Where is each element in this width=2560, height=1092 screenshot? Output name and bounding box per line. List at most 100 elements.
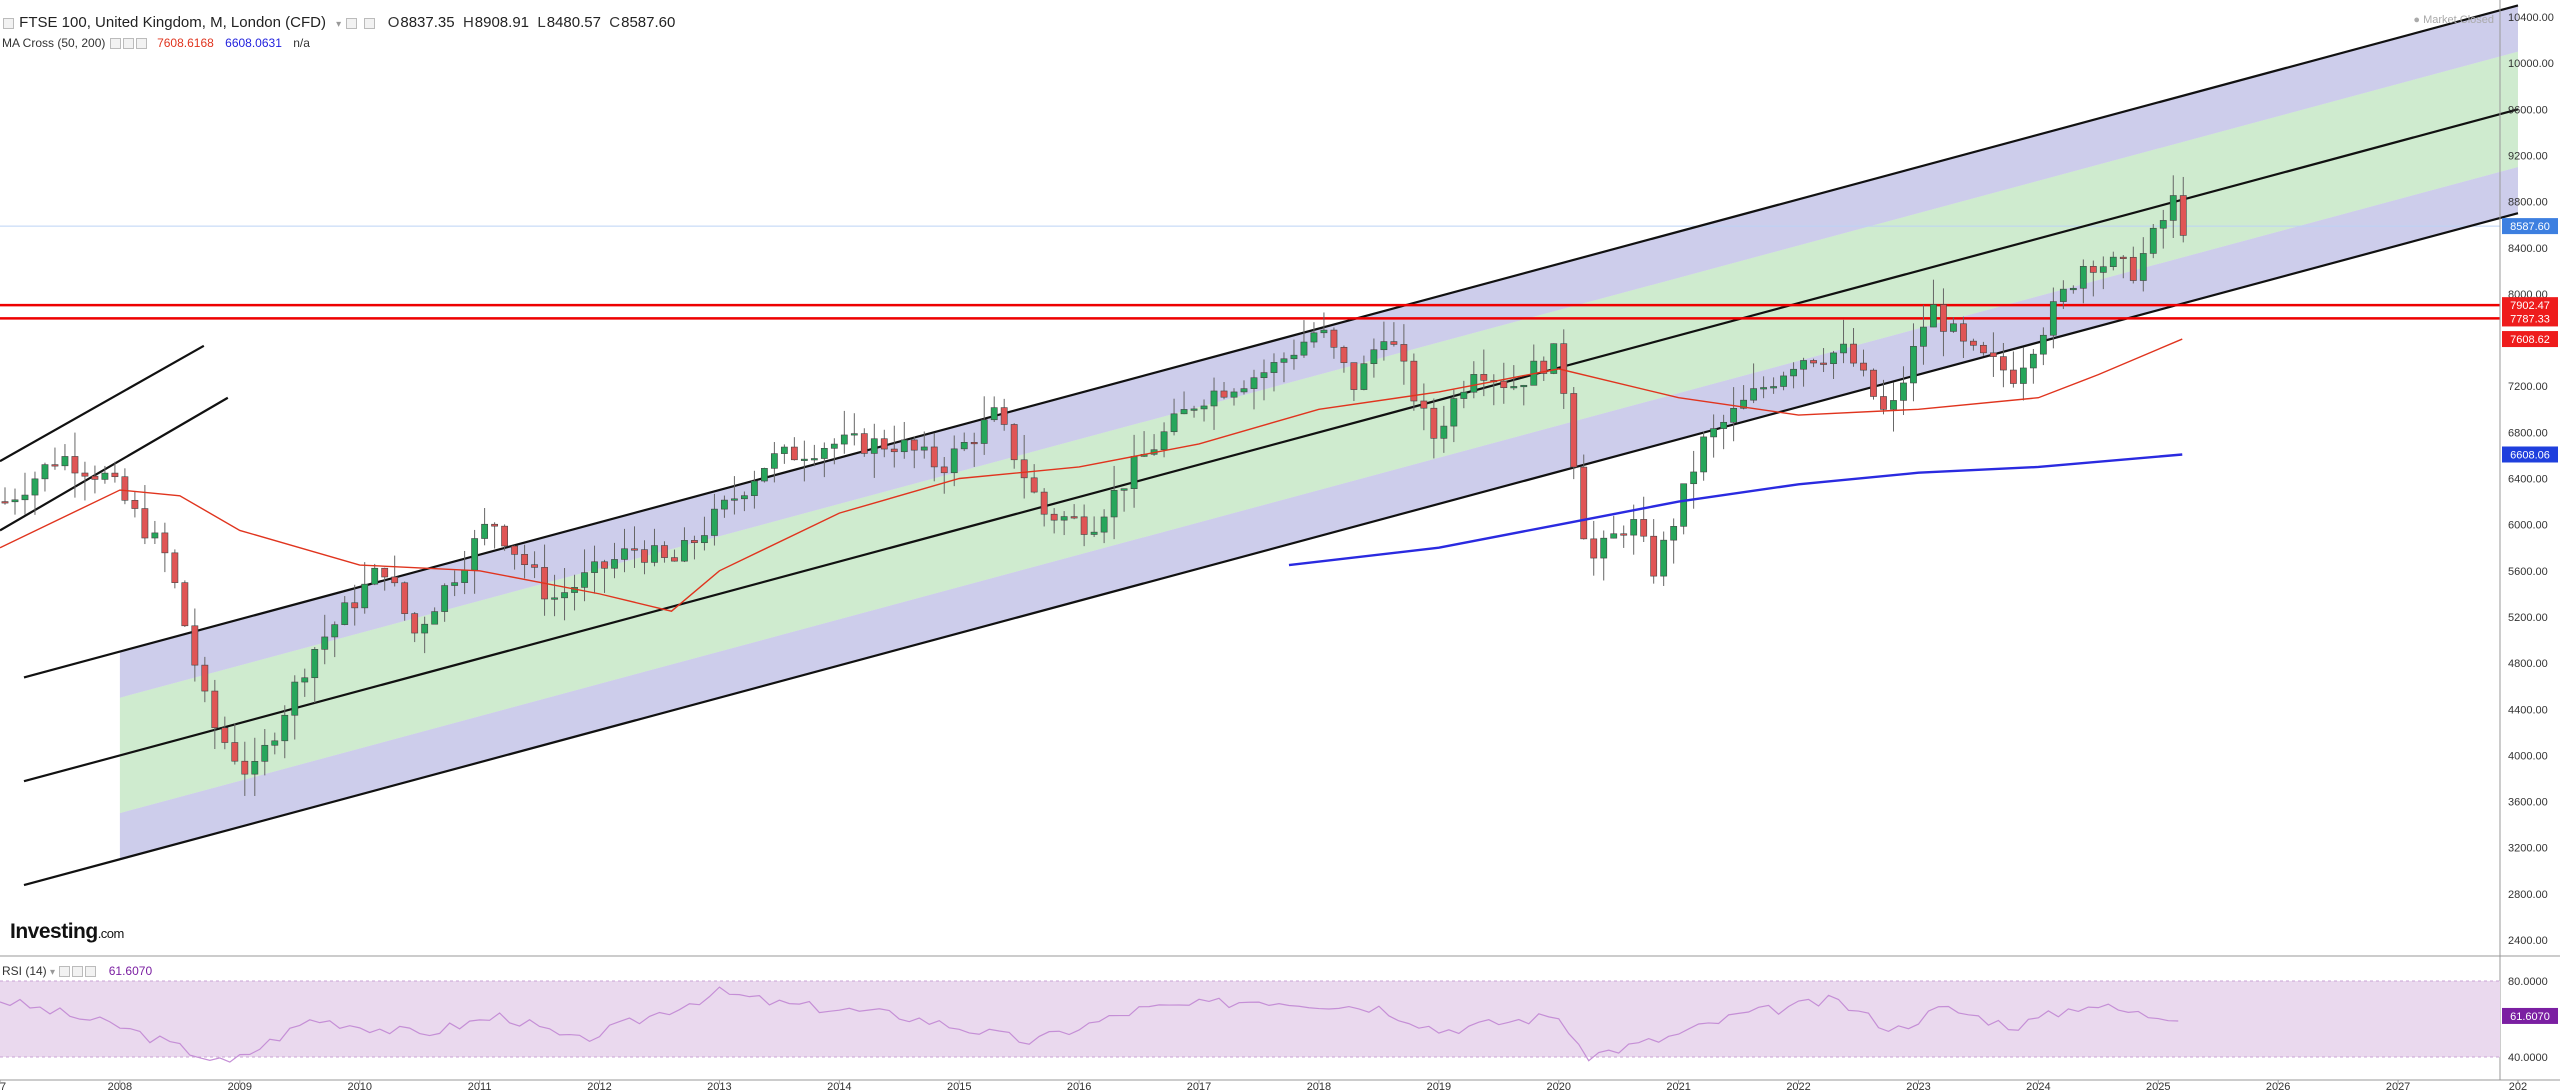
x-tick-label: 2023 bbox=[1906, 1081, 1930, 1092]
candle-up bbox=[1550, 343, 1558, 374]
candle-down bbox=[131, 499, 139, 509]
candle-up bbox=[2099, 266, 2107, 273]
candle-up bbox=[760, 468, 768, 482]
y-tick-label: 8400.00 bbox=[2508, 243, 2548, 255]
candle-up bbox=[1750, 388, 1757, 401]
close-icon[interactable] bbox=[363, 17, 375, 29]
candle-up bbox=[1730, 408, 1738, 423]
candle-up bbox=[1780, 375, 1787, 387]
candle-up bbox=[1060, 516, 1068, 521]
x-tick-label: 2015 bbox=[947, 1081, 971, 1092]
rsi-legend: RSI (14) ▾ 61.6070 bbox=[2, 964, 152, 978]
candle-down bbox=[1820, 362, 1827, 365]
close-icon[interactable] bbox=[85, 966, 97, 978]
candle-down bbox=[1580, 466, 1588, 540]
candle-down bbox=[1350, 362, 1358, 390]
visibility-icon[interactable] bbox=[109, 38, 121, 50]
candle-up bbox=[551, 597, 558, 600]
x-tick-label: 2020 bbox=[1547, 1081, 1571, 1092]
rsi-value-badge-label: 61.6070 bbox=[2510, 1011, 2550, 1023]
candle-down bbox=[2179, 195, 2187, 236]
candle-down bbox=[1870, 369, 1877, 397]
close-value: 8587.60 bbox=[621, 14, 676, 31]
candle-up bbox=[1090, 531, 1098, 535]
candle-up bbox=[2049, 301, 2057, 336]
candle-up bbox=[1360, 363, 1368, 390]
settings-icon[interactable] bbox=[122, 38, 134, 50]
low-value: 8480.57 bbox=[546, 14, 601, 31]
high-value: 8908.91 bbox=[474, 14, 530, 31]
x-tick-label: 2027 bbox=[2386, 1081, 2410, 1092]
chevron-down-icon[interactable]: ▾ bbox=[50, 967, 56, 978]
x-tick-label: 2014 bbox=[827, 1081, 851, 1092]
y-tick-label: 3200.00 bbox=[2508, 843, 2548, 855]
ma-legend: MA Cross (50, 200) 7608.6168 6608.0631 n… bbox=[2, 36, 310, 50]
candle-up bbox=[271, 740, 279, 746]
candle-down bbox=[1960, 323, 1967, 342]
candle-down bbox=[1500, 380, 1508, 389]
channel-upper-line bbox=[23, 4, 2519, 679]
x-tick-label: 2024 bbox=[2026, 1081, 2050, 1092]
candle-up bbox=[1270, 362, 1278, 373]
candle-up bbox=[2019, 367, 2027, 384]
candle-down bbox=[1620, 533, 1628, 536]
candle-down bbox=[231, 742, 239, 762]
collapse-icon[interactable] bbox=[3, 17, 14, 29]
candle-down bbox=[2009, 369, 2017, 384]
candle-down bbox=[191, 625, 199, 666]
x-tick-label: 2017 bbox=[1187, 1081, 1211, 1092]
candle-up bbox=[1710, 428, 1718, 438]
candle-up bbox=[1470, 374, 1478, 393]
settings-icon[interactable] bbox=[72, 966, 84, 978]
x-tick-label: 2022 bbox=[1786, 1081, 1810, 1092]
candle-up bbox=[1300, 341, 1308, 356]
candle-up bbox=[960, 442, 968, 450]
price-badge bbox=[2502, 331, 2558, 348]
price-badge bbox=[2502, 297, 2558, 314]
candle-down bbox=[1590, 538, 1598, 559]
rsi-axis-label: 40.0000 bbox=[2508, 1052, 2548, 1064]
candle-up bbox=[800, 458, 808, 461]
candle-down bbox=[141, 508, 149, 539]
candle-up bbox=[2059, 288, 2067, 302]
y-tick-label: 8800.00 bbox=[2508, 197, 2548, 209]
ohlc-values: O8837.35 H8908.91 L8480.57 C8587.60 bbox=[387, 14, 676, 31]
candle-up bbox=[1660, 539, 1668, 577]
candle-up bbox=[1380, 341, 1388, 351]
candle-up bbox=[101, 472, 109, 480]
candle-up bbox=[1120, 488, 1128, 491]
x-tick-label: 2018 bbox=[1307, 1081, 1331, 1092]
candle-up bbox=[471, 538, 479, 571]
candle-down bbox=[2089, 266, 2097, 273]
candle-up bbox=[1210, 390, 1218, 407]
x-tick-label: 2026 bbox=[2266, 1081, 2290, 1092]
candle-down bbox=[171, 552, 179, 583]
candle-up bbox=[1700, 436, 1708, 473]
ma-extra-value: n/a bbox=[293, 36, 310, 50]
candle-down bbox=[1880, 396, 1887, 410]
candle-up bbox=[611, 559, 618, 569]
candle-down bbox=[930, 446, 938, 468]
price-badge bbox=[2502, 446, 2558, 463]
y-tick-label: 6400.00 bbox=[2508, 474, 2548, 486]
candle-up bbox=[581, 572, 588, 588]
candle-down bbox=[1040, 491, 1048, 515]
settings-icon[interactable] bbox=[346, 17, 358, 29]
candle-down bbox=[1970, 340, 1977, 346]
close-icon[interactable] bbox=[135, 38, 147, 50]
candle-down bbox=[91, 475, 99, 480]
candle-down bbox=[661, 545, 668, 558]
visibility-icon[interactable] bbox=[59, 966, 71, 978]
candle-down bbox=[641, 549, 648, 563]
candle-down bbox=[1560, 343, 1568, 394]
channel-lower-line bbox=[23, 212, 2519, 887]
chevron-down-icon[interactable]: ▾ bbox=[336, 19, 342, 30]
candle-up bbox=[731, 498, 738, 501]
candle-down bbox=[1650, 535, 1658, 577]
candle-down bbox=[1430, 407, 1438, 439]
candle-up bbox=[1370, 349, 1378, 365]
x-tick-label: 202 bbox=[2509, 1081, 2527, 1092]
candle-up bbox=[810, 458, 818, 461]
y-tick-label: 9600.00 bbox=[2508, 104, 2548, 116]
